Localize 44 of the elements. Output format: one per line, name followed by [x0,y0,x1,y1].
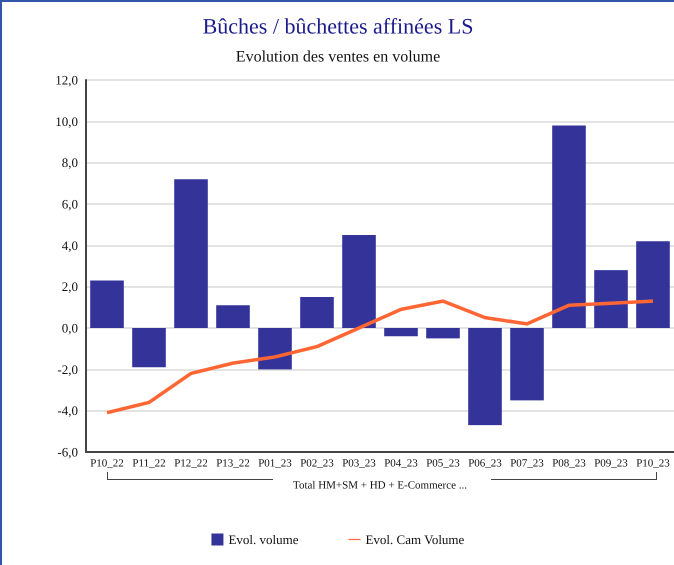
y-tick-label: 12,0 [55,72,78,88]
bar [216,305,250,328]
x-tick-label: P05_23 [426,458,460,470]
bar [300,297,334,328]
bar [258,328,292,370]
bar [132,328,166,368]
bar [594,270,628,328]
x-tick-label: P10_23 [636,458,670,470]
y-tick-label: -2,0 [57,362,78,377]
y-tick-label: 8,0 [62,155,78,170]
bar [636,241,670,328]
x-tick-label: P04_23 [384,458,418,470]
x-tick-label: P11_22 [132,458,166,470]
x-tick-label: P09_23 [594,458,628,470]
bar [384,328,418,336]
legend-label: Evol. volume [228,532,299,547]
bar [510,328,544,400]
y-tick-label: 10,0 [55,114,78,129]
x-tick-label: P01_23 [258,458,292,470]
x-tick-label: P06_23 [468,458,502,470]
y-tick-label: -4,0 [57,403,78,418]
x-tick-label: P10_22 [90,458,124,470]
bar [426,328,460,338]
y-tick-label: 0,0 [62,320,78,336]
chart-title: Bûches / bûchettes affinées LS [202,14,474,38]
bar [342,235,376,328]
chart-subtitle: Evolution des ventes en volume [236,48,440,66]
y-tick-label: -6,0 [57,444,78,460]
bar [468,328,502,426]
legend-label: Evol. Cam Volume [365,532,465,547]
y-tick-label: 4,0 [62,238,78,253]
x-tick-label: P13_22 [216,458,250,470]
bar [552,125,586,328]
y-tick-label: 2,0 [62,279,78,294]
x-axis-title: Total HM+SM + HD + E-Commerce ... [293,480,468,492]
bar [90,280,124,328]
bar [174,179,208,328]
x-tick-label: P02_23 [300,458,334,470]
x-tick-label: P12_22 [174,458,208,470]
x-tick-label: P03_23 [342,458,376,470]
y-tick-label: 6,0 [62,196,78,212]
x-tick-label: P08_23 [552,458,586,470]
line-series [105,299,655,414]
x-tick-label: P07_23 [510,458,544,470]
